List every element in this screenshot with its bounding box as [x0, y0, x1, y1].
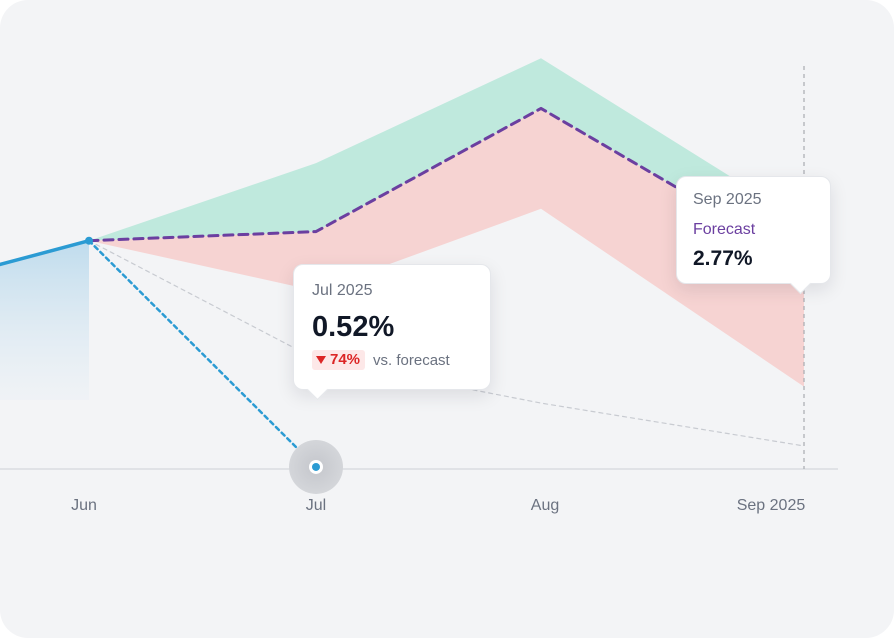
x-tick-label: Jun	[71, 497, 97, 514]
x-tick-label: Jul	[306, 497, 326, 514]
delta-value: 74%	[330, 351, 361, 368]
vs-label: vs. forecast	[373, 351, 450, 369]
jun-point[interactable]	[85, 236, 93, 245]
tooltip-date: Jul 2025	[312, 282, 373, 299]
delta-badge: 74%	[312, 350, 366, 370]
jul-point[interactable]	[312, 462, 320, 471]
tooltip-sep: Sep 2025 Forecast 2.77%	[676, 176, 831, 284]
x-tick-label: Sep 2025	[737, 497, 806, 514]
tooltip-series-name: Forecast	[693, 221, 756, 238]
actual-line	[0, 238, 91, 267]
down-triangle-icon	[316, 356, 326, 364]
actual-projection-line	[87, 239, 318, 469]
tooltip-value: 2.77%	[693, 247, 753, 270]
actual-area	[0, 240, 89, 400]
forecast-line	[87, 106, 806, 264]
forecast-band-2	[89, 108, 804, 387]
tooltip-jul: Jul 2025 0.52% 74% vs. forecast	[293, 264, 491, 390]
tooltip-comparison: 74% vs. forecast	[312, 350, 490, 370]
tooltip-date: Sep 2025	[693, 191, 762, 208]
tooltip-value: 0.52%	[312, 311, 395, 343]
x-tick-label: Aug	[531, 497, 559, 514]
